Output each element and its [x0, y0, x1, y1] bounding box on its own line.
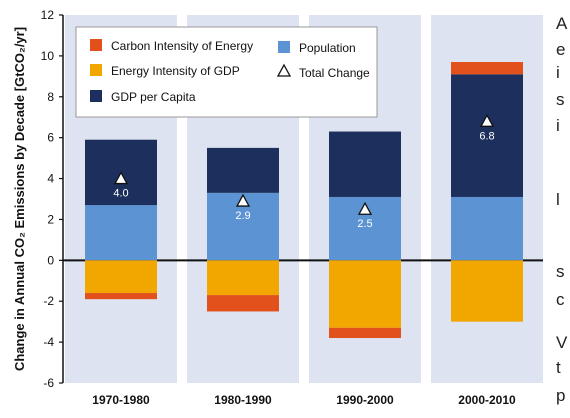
y-tick-label: -6	[43, 376, 54, 390]
legend-swatch	[90, 39, 102, 51]
legend-label: Population	[299, 41, 356, 55]
clipped-char: V	[556, 333, 568, 352]
y-axis: -6 -4 -2 0 2 4 6 8 10 12	[41, 8, 64, 390]
bar-1970-1980-population	[85, 205, 157, 261]
y-tick-label: 4	[47, 172, 54, 186]
legend-label: GDP per Capita	[111, 90, 196, 104]
legend-label: Energy Intensity of GDP	[111, 64, 240, 78]
bar-2000-2010-gdp-per-capita	[451, 74, 523, 197]
clipped-char: e	[556, 40, 566, 59]
clipped-char: i	[556, 63, 560, 82]
x-tick-label: 1990-2000	[336, 393, 394, 407]
y-tick-label: 8	[47, 90, 54, 104]
bar-1990-2000-energy-intensity-of-gdp	[329, 260, 401, 328]
x-tick-label: 1970-1980	[92, 393, 150, 407]
legend-label: Carbon Intensity of Energy	[111, 39, 253, 53]
bar-1980-1990-energy-intensity-of-gdp	[207, 260, 279, 296]
clipped-char: t	[556, 358, 561, 377]
bar-2000-2010-energy-intensity-of-gdp	[451, 260, 523, 322]
total-change-label: 2.5	[357, 218, 372, 230]
total-change-marker	[479, 113, 495, 127]
clipped-char: p	[556, 386, 566, 405]
clipped-char: s	[556, 90, 565, 109]
x-axis-labels: 1970-1980 1980-1990 1990-2000 2000-2010	[92, 393, 516, 407]
y-tick-label: 6	[47, 131, 54, 145]
bar-2000-2010-carbon-intensity-of-energy	[451, 62, 523, 75]
y-tick-label: 10	[41, 49, 55, 63]
total-change-marker	[235, 193, 251, 207]
bar-1970-1980-energy-intensity-of-gdp	[85, 260, 157, 294]
legend-swatch	[278, 41, 290, 53]
total-change-label: 2.9	[235, 210, 250, 222]
x-tick-label: 2000-2010	[458, 393, 516, 407]
legend-box	[75, 26, 378, 118]
y-tick-label: 0	[47, 253, 54, 267]
legend-swatch	[90, 64, 102, 76]
legend: Carbon Intensity of Energy Population Ener…	[75, 26, 378, 118]
y-tick-label: 12	[41, 8, 55, 22]
y-tick-label: -2	[43, 294, 54, 308]
bar-2000-2010-population	[451, 196, 523, 261]
total-change-markers: 4.0 2.9 2.5 6.8	[113, 113, 495, 230]
y-tick-label: 2	[47, 212, 54, 226]
legend-label: Total Change	[299, 66, 370, 80]
total-change-marker	[357, 201, 373, 215]
total-change-label: 4.0	[113, 188, 128, 200]
bar-1970-1980-carbon-intensity-of-energy	[85, 293, 157, 300]
bar-1980-1990-gdp-per-capita	[207, 147, 279, 193]
y-tick-label: -4	[43, 335, 54, 349]
total-change-label: 6.8	[479, 130, 494, 142]
legend-triangle-icon	[276, 63, 292, 77]
y-axis-label: Change in Annual CO₂ Emissions by Decade…	[12, 27, 27, 371]
clipped-char: i	[556, 116, 560, 135]
bar-1980-1990-carbon-intensity-of-energy	[207, 295, 279, 312]
bar-1990-2000-carbon-intensity-of-energy	[329, 327, 401, 339]
total-change-marker	[113, 171, 129, 185]
clipped-char: A	[556, 14, 568, 33]
clipped-char: s	[556, 262, 565, 281]
clipped-char: c	[556, 290, 565, 309]
clipped-char: l	[556, 190, 560, 209]
x-tick-label: 1980-1990	[214, 393, 272, 407]
bar-1990-2000-gdp-per-capita	[329, 131, 401, 197]
legend-swatch	[90, 90, 102, 102]
